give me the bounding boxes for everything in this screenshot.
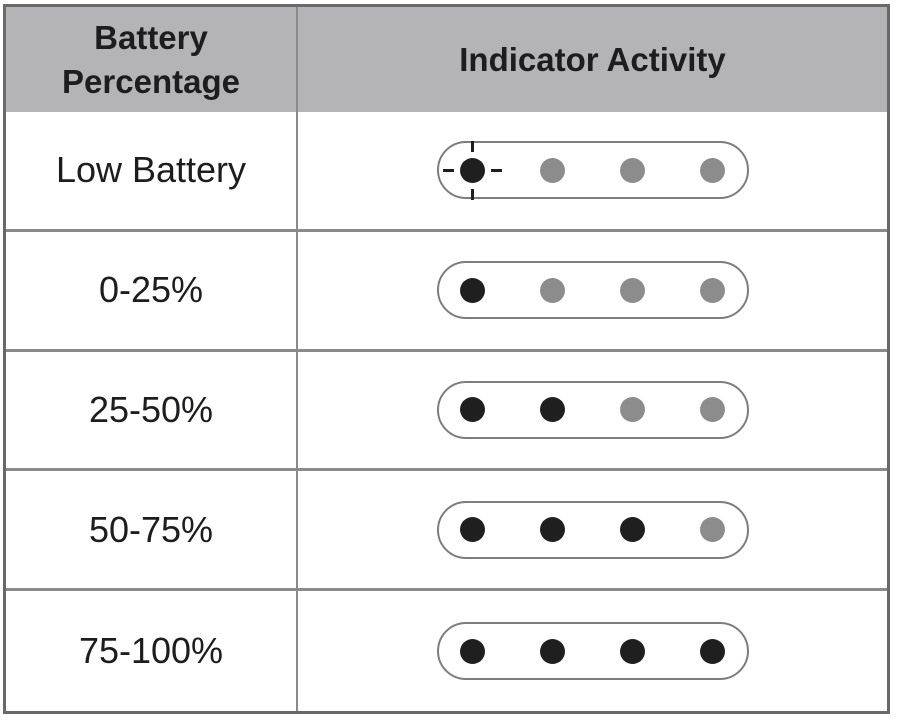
indicator-pill: [436, 622, 749, 681]
led-dot-off: [539, 157, 565, 183]
led-dot-on: [459, 638, 485, 664]
row-label-low-battery: Low Battery: [6, 112, 298, 232]
indicator-cell: [298, 112, 887, 232]
battery-indicator-table: Battery Percentage Indicator Activity Lo…: [3, 4, 890, 714]
led-dot-on: [620, 517, 646, 543]
header-cell-battery-percentage: Battery Percentage: [6, 7, 298, 112]
led-dot-off: [620, 397, 646, 423]
led-dot-on: [459, 397, 485, 423]
blink-ray-top-icon: [470, 140, 474, 152]
indicator-pill: [436, 261, 749, 320]
led-dot-on: [700, 638, 726, 664]
header-cell-indicator-activity: Indicator Activity: [298, 7, 887, 112]
led-dot-off: [700, 397, 726, 423]
indicator-pill: [436, 140, 749, 200]
led-dot-on: [620, 638, 646, 664]
led-dot-on: [539, 638, 565, 664]
led-dot-off: [700, 277, 726, 303]
row-label-25-50: 25-50%: [6, 351, 298, 472]
row-label-0-25: 0-25%: [6, 231, 298, 352]
blink-ray-right-icon: [490, 168, 502, 172]
blinking-indicator: [442, 140, 502, 200]
indicator-cell: [298, 232, 887, 352]
indicator-pill: [436, 500, 749, 559]
led-dot-off: [700, 157, 726, 183]
row-label-75-100: 75-100%: [6, 591, 298, 711]
led-dot-on: [459, 517, 485, 543]
indicator-cell: [298, 591, 887, 711]
blink-ray-bottom-icon: [470, 188, 474, 200]
led-dot-on: [539, 397, 565, 423]
led-dot-blinking: [459, 157, 485, 183]
row-label-50-75: 50-75%: [6, 471, 298, 592]
led-dot-on: [539, 517, 565, 543]
indicator-pill: [436, 380, 749, 439]
led-dot-on: [459, 277, 485, 303]
blink-ray-left-icon: [442, 168, 454, 172]
indicator-cell: [298, 471, 887, 592]
led-dot-off: [700, 517, 726, 543]
led-dot-off: [539, 277, 565, 303]
led-dot-off: [620, 157, 646, 183]
indicator-cell: [298, 352, 887, 472]
led-dot-off: [620, 277, 646, 303]
